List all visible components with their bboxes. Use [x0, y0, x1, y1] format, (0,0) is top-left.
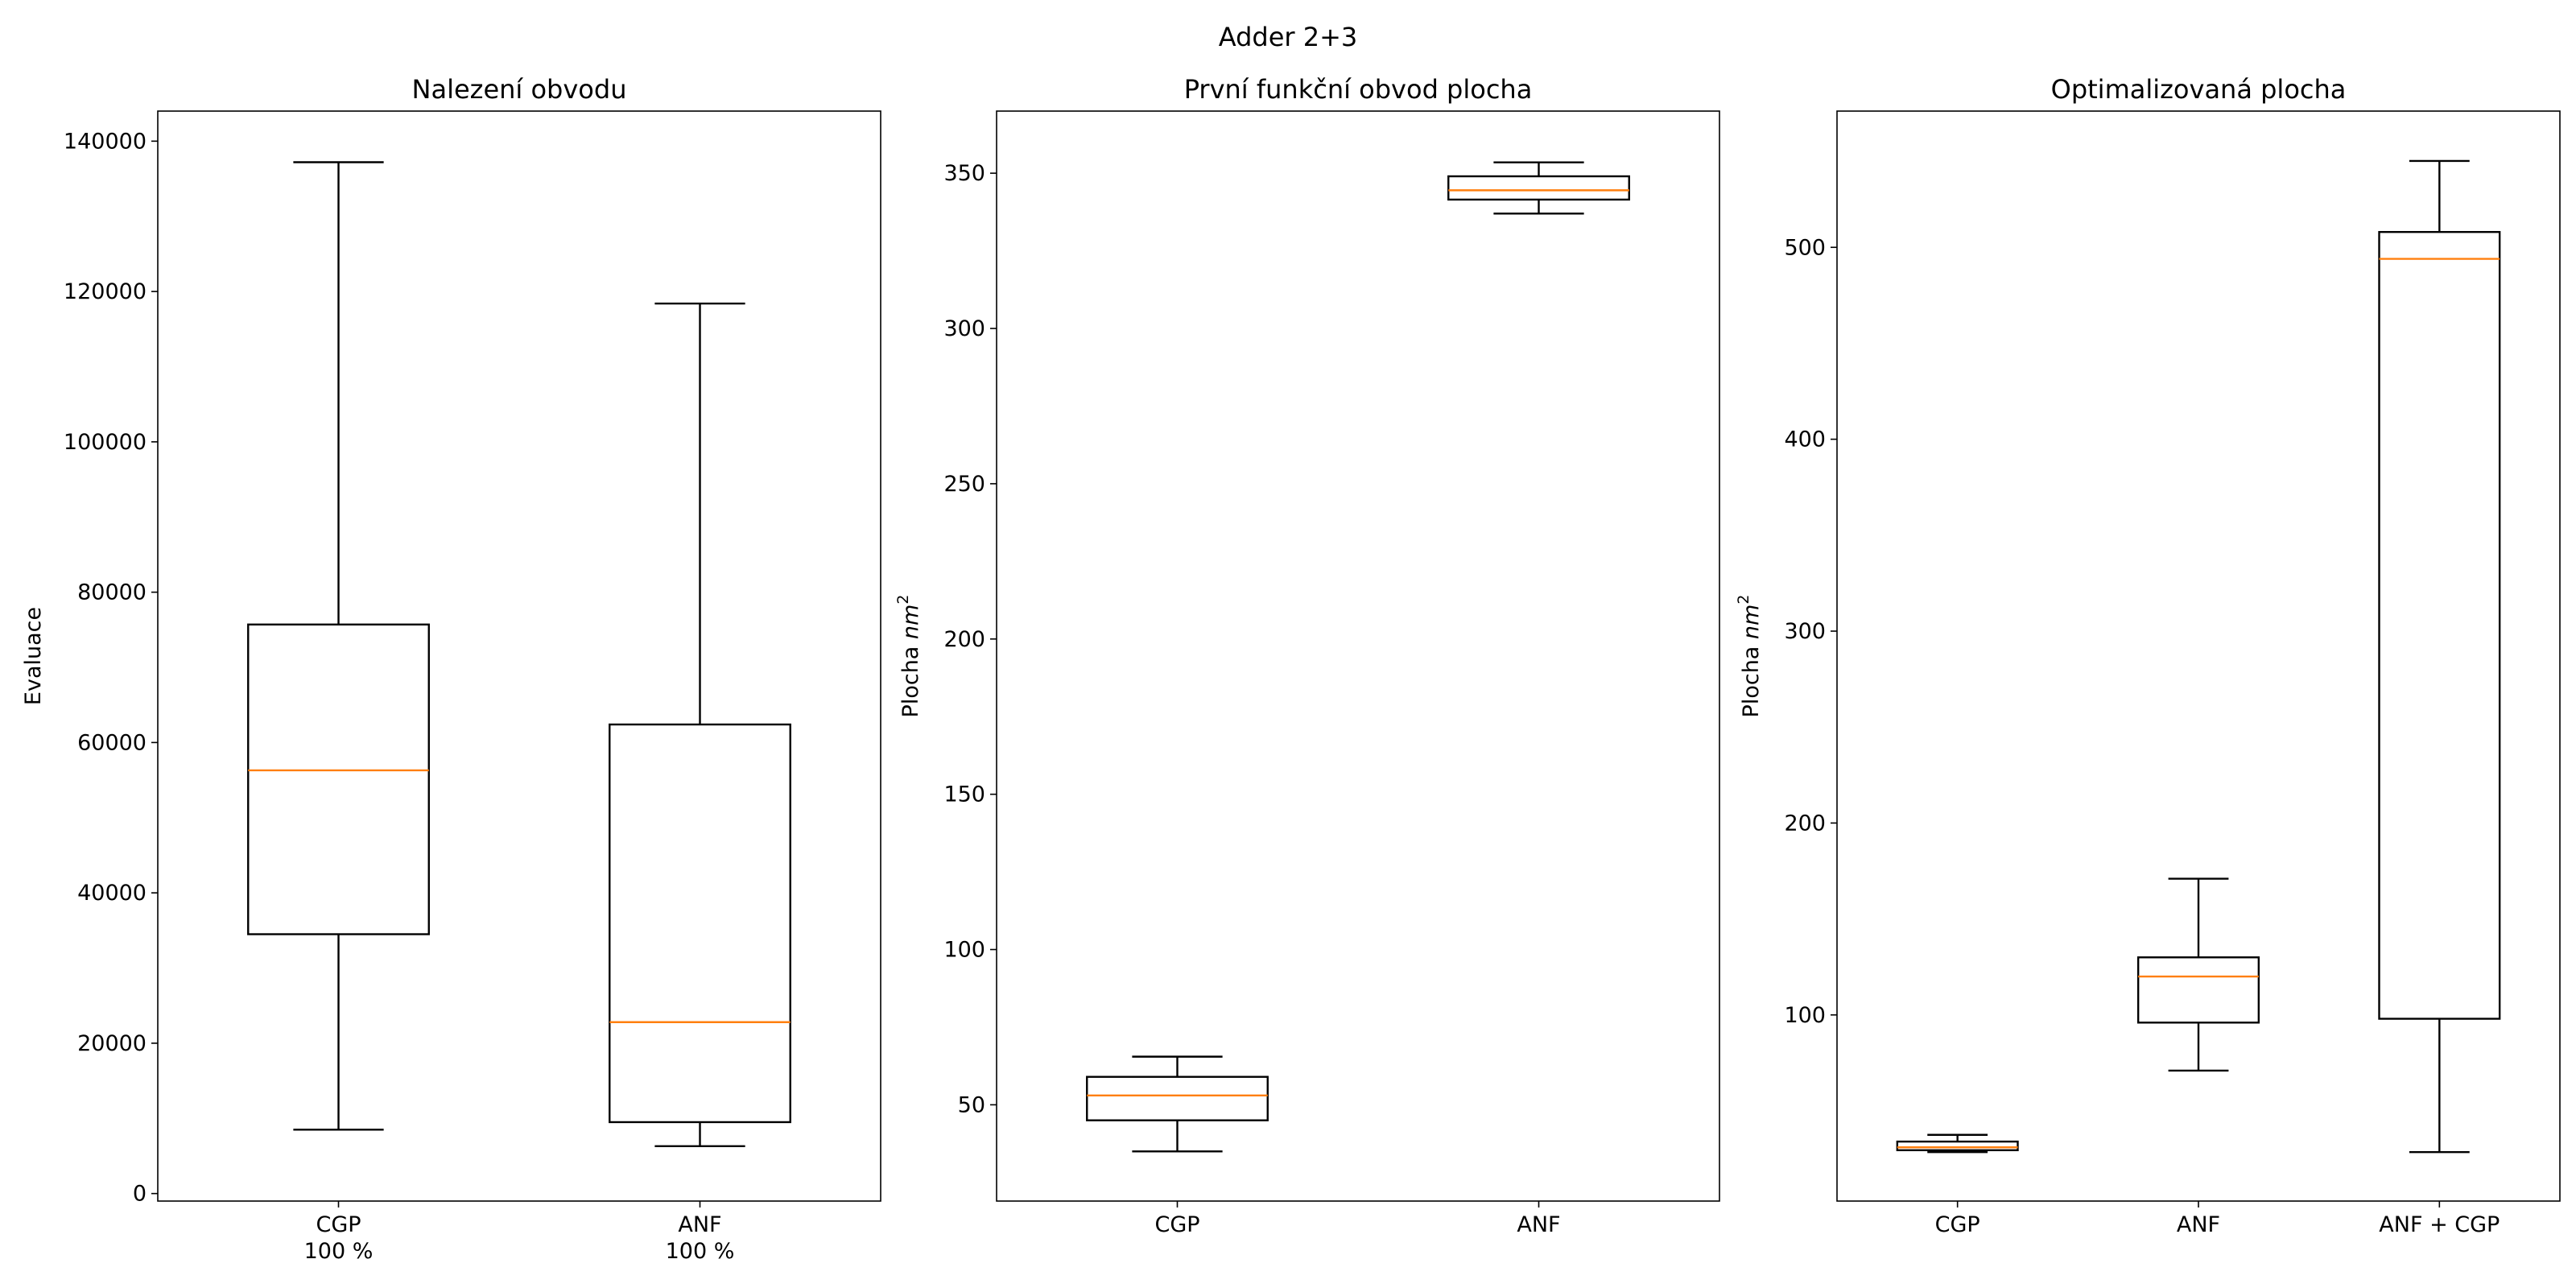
y-tick-label: 40000: [77, 881, 147, 906]
box-2: [2136, 877, 2260, 1072]
subplot-1: Nalezení obvodu 0 20000 40000 60000 80000 1000…: [21, 74, 881, 1264]
y-axis-label-unit: nm: [1739, 605, 1764, 639]
box-body: [2136, 956, 2260, 1024]
y-tick-label: 400: [1784, 427, 1826, 452]
y-axis-label-exponent: 2: [1735, 595, 1752, 605]
box-1: [247, 161, 430, 1131]
box-2: [1447, 161, 1630, 215]
subplot-2: První funkční obvod plocha 50 100 150 200 250…: [894, 74, 1720, 1237]
box-body: [609, 723, 791, 1124]
y-axis-label-exponent: 2: [894, 595, 912, 605]
x-tick-label: 100 %: [666, 1239, 735, 1264]
x-tick-label: ANF: [1517, 1212, 1560, 1237]
y-tick-label: 140000: [64, 129, 147, 154]
x-tick-label: 100 %: [304, 1239, 374, 1264]
subplot-title: Optimalizovaná plocha: [2051, 74, 2347, 105]
y-tick-label: 50: [958, 1092, 985, 1117]
x-tick-label: CGP: [1154, 1212, 1199, 1237]
y-axis-label-unit: nm: [898, 605, 923, 639]
box-body: [2378, 230, 2501, 1020]
y-tick-label: 350: [943, 161, 985, 186]
subplot-title: Nalezení obvodu: [412, 74, 627, 105]
y-tick-label: 20000: [77, 1031, 147, 1056]
x-tick-label: ANF + CGP: [2379, 1212, 2500, 1237]
axes-frame: [996, 110, 1720, 1202]
y-axis-label: Plocha nm2: [894, 595, 923, 718]
subplot-3: Optimalizovaná plocha 100 200 300 400 500 Ploc…: [1735, 74, 2561, 1237]
y-tick-label: 250: [943, 472, 985, 497]
box-body: [1086, 1075, 1269, 1121]
y-tick-label: 200: [943, 627, 985, 652]
axes-frame: [1836, 110, 2561, 1202]
y-tick-label: 100: [943, 938, 985, 963]
x-tick-label: CGP: [1935, 1212, 1980, 1237]
y-tick-label: 100: [1784, 1003, 1826, 1028]
y-axis-label-text: Plocha: [1739, 639, 1764, 717]
y-tick-label: 80000: [77, 580, 147, 605]
box-2: [609, 302, 791, 1148]
y-tick-label: 150: [943, 782, 985, 807]
subplots: Nalezení obvodu 0 20000 40000 60000 80000 1000…: [21, 74, 2561, 1264]
x-tick-label: ANF: [678, 1212, 721, 1237]
y-tick-label: 500: [1784, 235, 1826, 260]
box-3: [2378, 159, 2501, 1154]
x-tick-label: ANF: [2177, 1212, 2220, 1237]
y-tick-label: 60000: [77, 730, 147, 755]
y-axis-label: Plocha nm2: [1735, 595, 1764, 718]
box-1: [1896, 1133, 2019, 1154]
figure-title: Adder 2+3: [1219, 22, 1358, 52]
y-tick-label: 300: [943, 316, 985, 341]
y-axis-label: Evaluace: [21, 607, 46, 705]
y-tick-label: 120000: [64, 279, 147, 304]
y-tick-label: 100000: [64, 430, 147, 455]
y-axis-label-text: Plocha: [898, 639, 923, 717]
box-body: [1447, 175, 1630, 201]
y-tick-label: 200: [1784, 811, 1826, 836]
subplot-title: První funkční obvod plocha: [1184, 74, 1533, 105]
x-tick-label: CGP: [316, 1212, 361, 1237]
y-tick-label: 0: [133, 1182, 147, 1207]
box-body: [1896, 1140, 2019, 1152]
axes-frame: [157, 110, 881, 1202]
y-tick-label: 300: [1784, 619, 1826, 644]
box-body: [247, 623, 430, 935]
box-1: [1086, 1055, 1269, 1153]
